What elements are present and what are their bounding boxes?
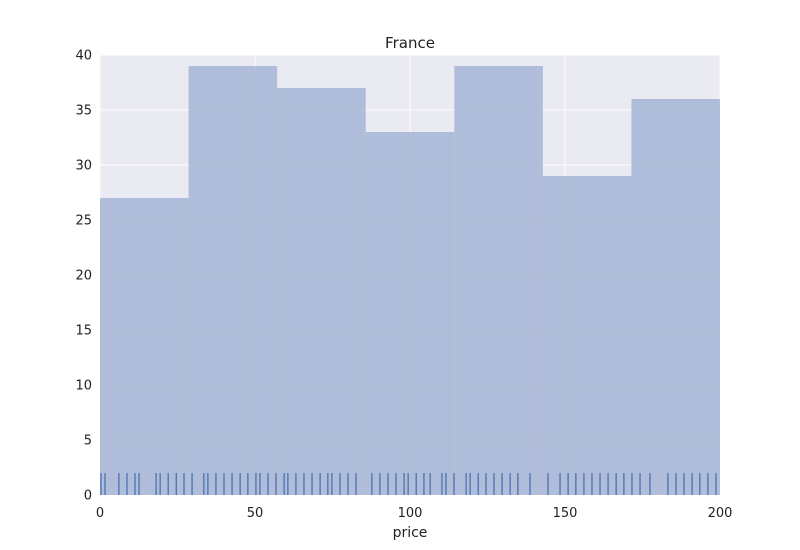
- x-tick-labels: 0 50 100 150 200: [96, 506, 733, 521]
- histogram-bar: [100, 198, 189, 495]
- histogram-bar: [454, 66, 543, 495]
- histogram-bar: [631, 99, 720, 495]
- histogram-bar: [542, 176, 632, 495]
- x-tick-label: 150: [553, 506, 578, 521]
- y-tick-label: 0: [84, 489, 92, 504]
- y-tick-label: 40: [75, 49, 92, 64]
- x-tick-label: 100: [398, 506, 423, 521]
- y-tick-labels: 0 5 10 15 20 25 30 35 40: [75, 49, 92, 504]
- x-tick-label: 200: [708, 506, 733, 521]
- histogram-bars: [100, 66, 720, 495]
- chart-title: France: [385, 34, 435, 52]
- y-tick-label: 10: [75, 379, 92, 394]
- histogram-bar: [277, 88, 366, 495]
- x-tick-label: 0: [96, 506, 104, 521]
- rug-marks: [100, 473, 717, 495]
- histogram-bar: [188, 66, 278, 495]
- y-tick-label: 15: [75, 324, 92, 339]
- y-tick-label: 20: [75, 269, 92, 284]
- x-axis-label: price: [393, 525, 428, 541]
- y-tick-label: 5: [84, 434, 92, 449]
- y-tick-label: 25: [75, 214, 92, 229]
- y-tick-label: 35: [75, 104, 92, 119]
- x-tick-label: 50: [247, 506, 264, 521]
- y-tick-label: 30: [75, 159, 92, 174]
- histogram-bar: [365, 132, 455, 495]
